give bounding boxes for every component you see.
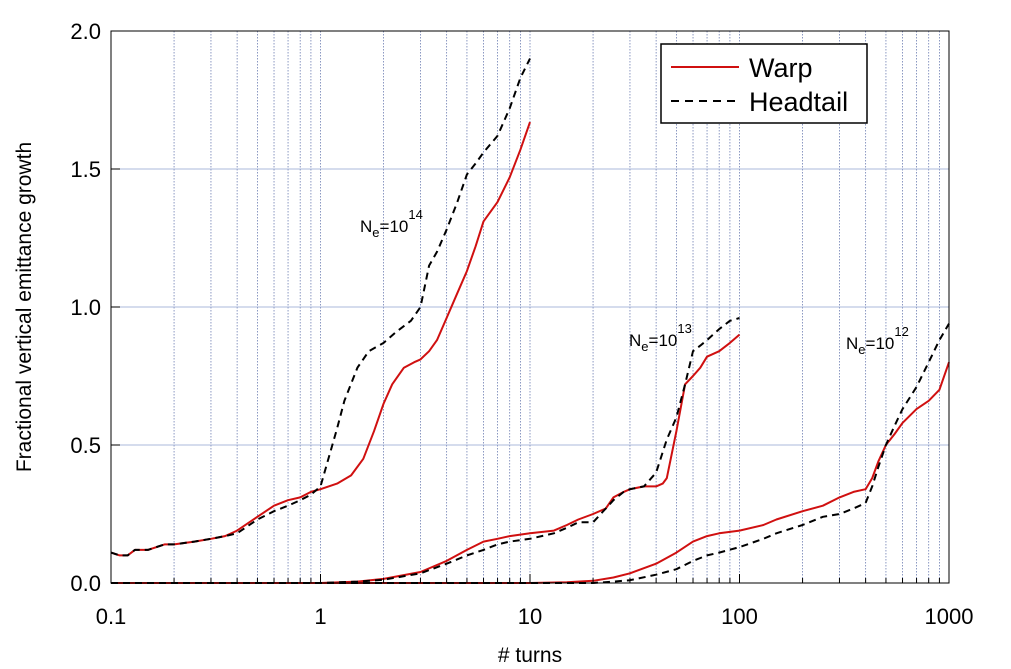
x-tick-label: 100 bbox=[721, 604, 758, 629]
legend-box bbox=[660, 43, 868, 124]
series-line-warp-4 bbox=[111, 361, 950, 584]
y-tick-label: 0.0 bbox=[70, 571, 101, 596]
y-tick-label: 2.0 bbox=[70, 19, 101, 44]
series-line-headtail-1 bbox=[110, 58, 531, 557]
ticks: 0.0 0.5 1.0 1.5 2.0 0.1 1 10 100 1000 bbox=[70, 19, 973, 629]
legend-label-headtail: Headtail bbox=[749, 87, 848, 117]
x-axis-title: # turns bbox=[498, 644, 562, 667]
series-line-headtail-3 bbox=[111, 317, 740, 584]
grid bbox=[110, 30, 949, 584]
series-group bbox=[110, 58, 950, 584]
x-tick-label: 1 bbox=[314, 604, 326, 629]
y-tick-label: 0.5 bbox=[70, 433, 101, 458]
series-line-headtail-5 bbox=[111, 323, 950, 584]
annotation-ne-1e13: Ne=1013 bbox=[629, 321, 692, 354]
annotation-ne-1e14: Ne=1014 bbox=[360, 207, 423, 240]
legend-label-warp: Warp bbox=[749, 53, 813, 83]
legend: Warp Headtail bbox=[660, 43, 868, 124]
x-tick-label: 1000 bbox=[925, 604, 974, 629]
annotation-ne-1e12: Ne=1012 bbox=[846, 324, 909, 357]
y-tick-label: 1.0 bbox=[70, 295, 101, 320]
x-tick-label: 0.1 bbox=[96, 604, 127, 629]
x-tick-label: 10 bbox=[518, 604, 542, 629]
y-axis-title: Fractional vertical emittance growth bbox=[13, 142, 36, 472]
series-line-warp-2 bbox=[111, 333, 741, 584]
y-tick-label: 1.5 bbox=[70, 157, 101, 182]
